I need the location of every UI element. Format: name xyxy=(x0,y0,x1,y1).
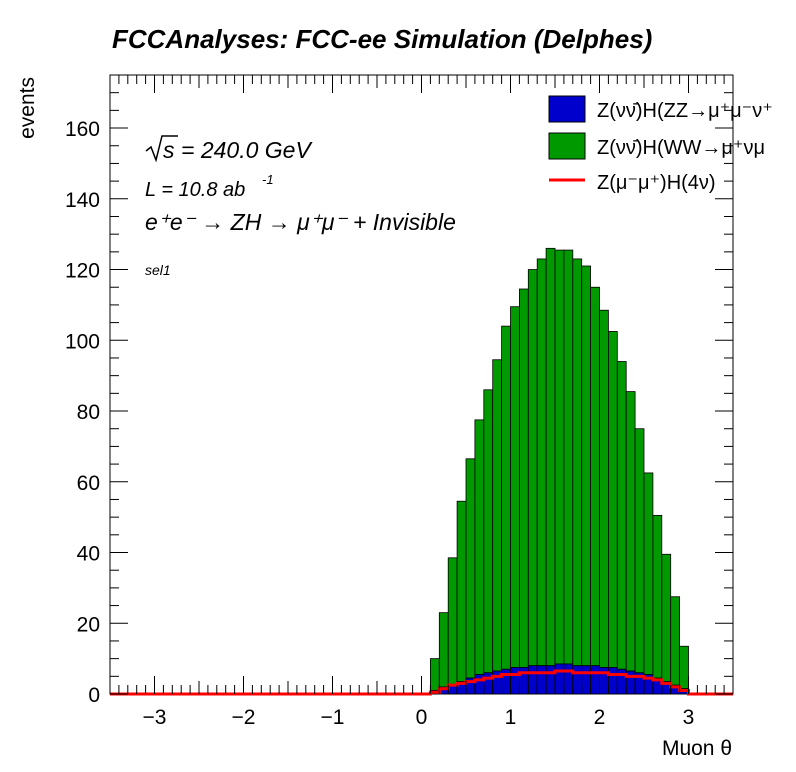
lumi-text: L = 10.8 ab xyxy=(145,179,245,201)
legend-entry-zz: Z(νν̄)H(ZZ→μ⁺μ⁻ν⁺ xyxy=(548,95,773,123)
y-tick-label: 20 xyxy=(77,613,100,636)
bar-zz xyxy=(581,665,592,695)
bar-ww xyxy=(456,500,467,683)
legend: Z(νν̄)H(ZZ→μ⁺μ⁻ν⁺ Z(νν̄)H(WW→μ⁺νμ Z(μ⁻μ⁺… xyxy=(548,95,773,194)
y-tick-label: 140 xyxy=(65,189,100,212)
bar-ww xyxy=(492,359,503,672)
legend-label-signal: Z(μ⁻μ⁺)H(4ν) xyxy=(597,172,716,194)
bar-zz xyxy=(527,665,538,695)
bar-ww xyxy=(465,458,476,679)
lumi-annotation: L = 10.8 ab -1 xyxy=(145,172,274,201)
process-annotation: e⁺e⁻ → ZH → μ⁺μ⁻ + Invisible xyxy=(145,209,456,235)
bar-ww xyxy=(661,553,672,683)
bar-ww xyxy=(634,428,645,674)
bar-ww xyxy=(527,269,538,667)
chart-title: FCCAnalyses: FCC-ee Simulation (Delphes) xyxy=(112,24,652,54)
legend-swatch-ww xyxy=(548,132,586,160)
bar-ww xyxy=(581,265,592,667)
bar-zz xyxy=(616,668,627,695)
sqrt-symbol xyxy=(145,135,178,163)
bar-ww xyxy=(599,309,609,668)
bar-ww xyxy=(554,249,565,665)
x-tick-label: 3 xyxy=(683,706,695,729)
bar-ww xyxy=(679,645,689,690)
bar-zz xyxy=(501,668,511,695)
bar-ww xyxy=(563,249,574,665)
bar-zz xyxy=(554,663,565,695)
signal-line xyxy=(110,669,733,696)
sqrt-s-annotation: s = 240.0 GeV xyxy=(145,135,313,163)
y-tick-label: 40 xyxy=(77,543,100,566)
selection-annotation: sel1 xyxy=(145,262,171,278)
bar-ww xyxy=(643,472,654,675)
bar-ww xyxy=(429,658,440,691)
bar-ww xyxy=(608,331,618,668)
histogram-bars xyxy=(429,247,689,695)
x-tick-label: −2 xyxy=(232,706,256,729)
bar-ww xyxy=(447,557,458,686)
x-tick-label: 2 xyxy=(594,706,606,729)
bar-ww xyxy=(519,288,529,668)
y-tick-label: 0 xyxy=(88,684,100,707)
bar-ww xyxy=(652,514,663,679)
y-tick-label: 80 xyxy=(77,401,100,424)
bar-ww xyxy=(501,325,511,670)
bar-ww xyxy=(438,612,449,688)
bar-ww xyxy=(474,419,485,675)
bar-ww xyxy=(625,391,636,672)
x-tick-label: −1 xyxy=(321,706,345,729)
bar-ww xyxy=(545,247,556,667)
x-tick-label: −3 xyxy=(143,706,167,729)
bar-zz xyxy=(590,665,600,695)
legend-entry-ww: Z(νν̄)H(WW→μ⁺νμ xyxy=(548,132,765,160)
sqrt-s-variable: s xyxy=(163,137,175,163)
x-tick-label: 1 xyxy=(505,706,517,729)
legend-swatch-zz xyxy=(548,95,586,123)
y-tick-label: 100 xyxy=(65,330,100,353)
bar-ww xyxy=(510,306,520,668)
bar-ww xyxy=(536,258,547,667)
bar-ww xyxy=(670,596,681,686)
bar-ww xyxy=(590,286,600,667)
y-axis-label: events xyxy=(16,77,39,139)
x-tick-label: 0 xyxy=(416,706,428,729)
y-tick-label: 160 xyxy=(65,118,100,141)
bar-zz xyxy=(536,665,547,695)
legend-label-ww: Z(νν̄)H(WW→μ⁺νμ xyxy=(597,137,765,159)
sqrt-s-value: = 240.0 GeV xyxy=(181,137,313,163)
y-tick-label: 120 xyxy=(65,260,100,283)
bar-ww xyxy=(483,389,494,674)
bar-ww xyxy=(572,258,583,667)
legend-label-zz: Z(νν̄)H(ZZ→μ⁺μ⁻ν⁺ xyxy=(597,100,773,122)
axes: −3 −2 −1 0 1 2 3 0 20 40 60 80 100 120 140 160 xyxy=(65,75,734,729)
bar-zz xyxy=(563,663,574,695)
x-axis-label: Muon θ xyxy=(662,737,732,760)
signal-line-group xyxy=(110,669,733,696)
legend-entry-signal: Z(μ⁻μ⁺)H(4ν) xyxy=(549,172,716,194)
lumi-exponent: -1 xyxy=(262,172,274,187)
bar-ww xyxy=(616,361,627,670)
y-tick-label: 60 xyxy=(77,472,100,495)
